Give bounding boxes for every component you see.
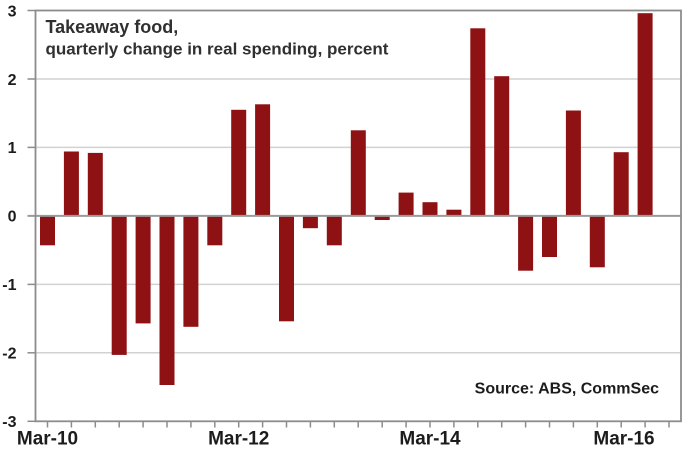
svg-text:Mar-10: Mar-10 (17, 429, 78, 450)
svg-text:2: 2 (8, 72, 17, 89)
svg-text:1: 1 (8, 140, 17, 157)
svg-text:quarterly change in real spend: quarterly change in real spending, perce… (46, 39, 389, 58)
svg-text:Mar-16: Mar-16 (593, 429, 654, 450)
svg-text:Mar-12: Mar-12 (208, 429, 269, 450)
svg-text:3: 3 (8, 3, 17, 20)
svg-text:-2: -2 (2, 346, 16, 363)
svg-text:-1: -1 (2, 277, 16, 294)
svg-text:Source: ABS, CommSec: Source: ABS, CommSec (475, 381, 659, 398)
svg-text:-3: -3 (2, 414, 16, 431)
svg-text:Mar-14: Mar-14 (399, 429, 461, 450)
svg-text:0: 0 (8, 209, 17, 226)
svg-text:Takeaway food,: Takeaway food, (46, 17, 179, 37)
